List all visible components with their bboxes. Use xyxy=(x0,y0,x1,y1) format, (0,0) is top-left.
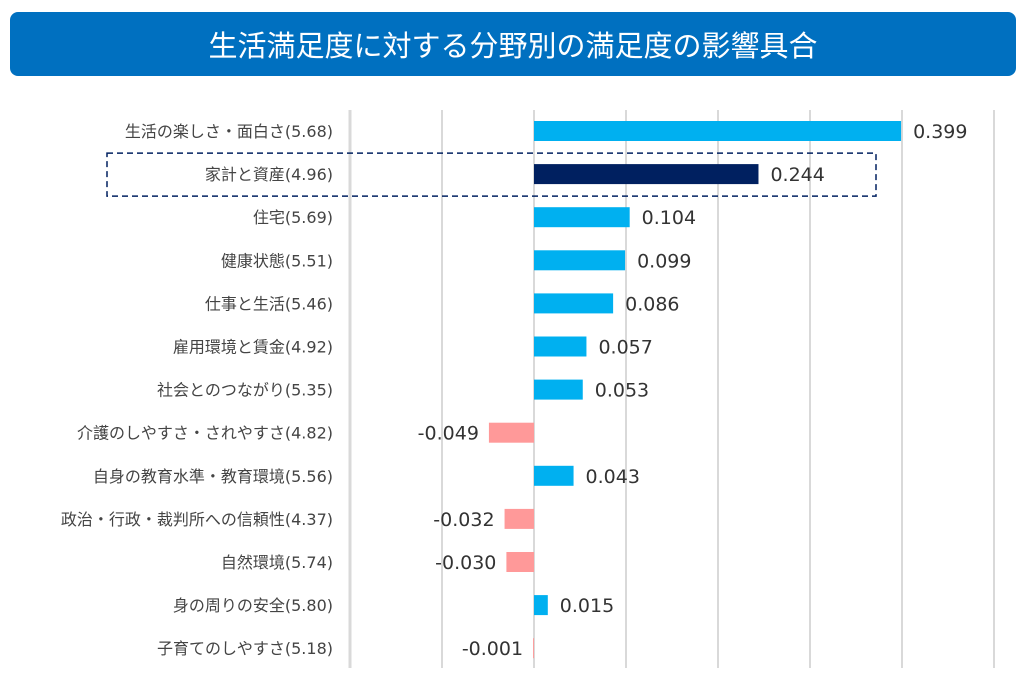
category-label: 身の周りの安全(5.80) xyxy=(173,596,333,615)
bar xyxy=(504,508,534,529)
category-label: 政治・行政・裁判所への信頼性(4.37) xyxy=(61,510,333,529)
data-label: 0.399 xyxy=(913,121,967,143)
chart-title: 生活満足度に対する分野別の満足度の影響具合 xyxy=(10,12,1016,76)
bar xyxy=(534,465,574,486)
data-label: -0.030 xyxy=(435,552,496,574)
data-label: 0.104 xyxy=(642,207,696,229)
data-label: 0.057 xyxy=(598,337,652,359)
category-label: 自然環境(5.74) xyxy=(221,553,333,572)
category-label: 仕事と生活(5.46) xyxy=(205,294,333,313)
data-label: 0.086 xyxy=(625,293,679,315)
category-label: 介護のしやすさ・されやすさ(4.82) xyxy=(77,424,333,443)
data-label: -0.001 xyxy=(462,638,523,660)
bar xyxy=(533,638,534,659)
data-label: 0.099 xyxy=(637,250,691,272)
data-label: -0.032 xyxy=(433,509,494,531)
highlight-box xyxy=(106,152,877,197)
bar xyxy=(534,595,548,616)
data-label: 0.043 xyxy=(586,466,640,488)
category-label: 生活の楽しさ・面白さ(5.68) xyxy=(125,122,333,141)
category-label: 子育てのしやすさ(5.18) xyxy=(157,639,333,658)
bar xyxy=(534,379,583,400)
bar xyxy=(506,552,534,572)
bar xyxy=(534,121,902,141)
category-label: 家計と資産(4.96) xyxy=(205,165,333,184)
category-label: 住宅(5.69) xyxy=(253,208,333,227)
data-label: -0.049 xyxy=(418,423,479,445)
category-label: 健康状態(5.51) xyxy=(221,251,333,270)
category-label: 自身の教育水準・教育環境(5.56) xyxy=(93,467,333,486)
category-label: 雇用環境と賃金(4.92) xyxy=(173,338,333,357)
data-label: 0.015 xyxy=(560,595,614,617)
bar xyxy=(534,336,587,357)
bar xyxy=(534,164,759,185)
category-label: 社会とのつながり(5.35) xyxy=(157,381,333,400)
data-label: 0.053 xyxy=(595,380,649,402)
data-label: 0.244 xyxy=(770,164,824,186)
bar xyxy=(534,250,626,271)
bar xyxy=(534,207,630,228)
bar xyxy=(488,422,534,443)
bar xyxy=(534,293,614,314)
